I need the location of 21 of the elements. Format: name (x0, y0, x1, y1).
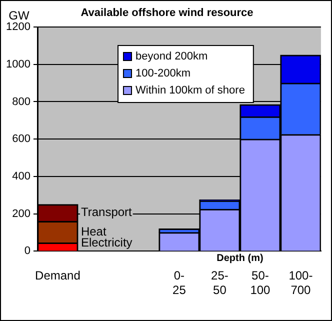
y-tick-label: 400 (12, 170, 30, 182)
chart-title: Available offshore wind resource (80, 7, 254, 20)
legend-label: 100-200km (135, 68, 191, 80)
series-label: Electricity (80, 236, 132, 250)
y-tick-label: 800 (12, 96, 30, 108)
series-label: Heat (80, 224, 107, 238)
x-tick-label: 100-700 (288, 268, 313, 298)
legend-label: Within 100km of shore (135, 84, 245, 97)
legend-label: beyond 200km (135, 50, 208, 63)
y-tick-label: 0 (24, 245, 30, 258)
x-tick-label: 25-50 (211, 268, 228, 298)
x-tick-label: Demand (35, 268, 80, 283)
y-tick-label: 1000 (6, 58, 30, 70)
series-label: Transport (80, 205, 133, 220)
y-tick-label: 1200 (6, 21, 30, 34)
x-axis-title: Depth (m) (216, 252, 264, 264)
x-tick-label: 0-25 (172, 268, 186, 298)
y-axis-title: GW (8, 8, 30, 22)
y-tick-label: 200 (12, 208, 30, 220)
y-tick-label: 600 (12, 133, 30, 146)
x-tick-label: 50-100 (250, 268, 271, 298)
